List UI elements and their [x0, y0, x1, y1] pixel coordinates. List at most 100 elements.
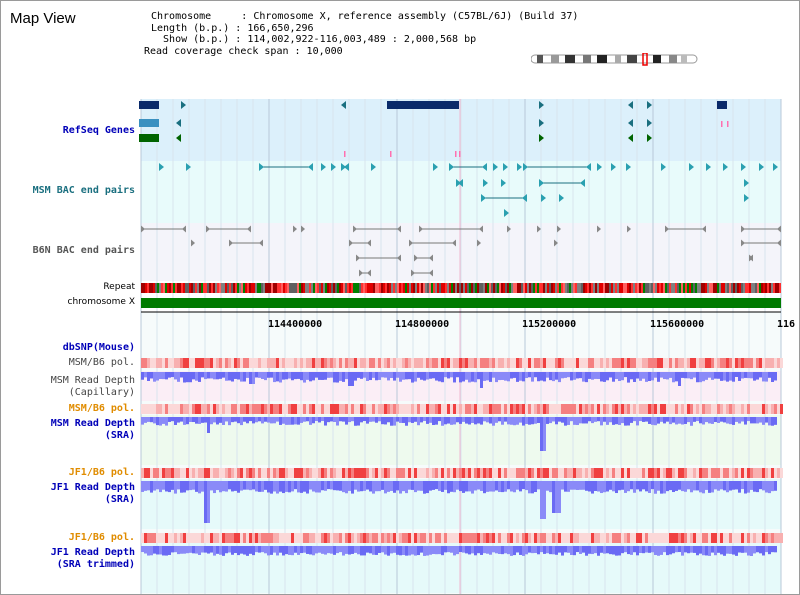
- read-depth-bar: [399, 417, 402, 423]
- polymorphism-cell: [219, 533, 222, 543]
- polymorphism-cell: [645, 404, 648, 414]
- repeat-block: [773, 283, 775, 293]
- read-depth-bar: [702, 372, 705, 382]
- polymorphism-cell: [573, 468, 576, 478]
- polymorphism-cell: [237, 404, 240, 414]
- repeat-block: [483, 283, 485, 293]
- polymorphism-cell: [306, 533, 309, 543]
- read-depth-bar: [678, 546, 681, 553]
- gene-tick: [455, 151, 457, 157]
- gene-strand-arrow: [539, 134, 544, 142]
- chromosome-ideogram[interactable]: [531, 53, 701, 67]
- read-depth-bar: [417, 546, 420, 556]
- polymorphism-cell: [180, 404, 183, 414]
- polymorphism-cell: [681, 468, 684, 478]
- read-depth-bar: [498, 417, 501, 422]
- repeat-block: [459, 283, 461, 293]
- polymorphism-cell: [483, 358, 486, 368]
- read-depth-bar: [483, 417, 486, 422]
- polymorphism-cell: [438, 358, 441, 368]
- read-depth-bar: [723, 546, 726, 556]
- polymorphism-cell: [720, 358, 723, 368]
- read-depth-bar: [261, 546, 264, 553]
- read-depth-bar: [219, 417, 222, 423]
- repeat-block: [691, 283, 693, 293]
- polymorphism-cell: [744, 533, 747, 543]
- read-depth-bar: [558, 481, 561, 513]
- read-depth-bar: [345, 481, 348, 494]
- repeat-block: [169, 283, 171, 293]
- repeat-block: [455, 283, 457, 293]
- read-depth-bar: [738, 372, 741, 381]
- polymorphism-cell: [687, 358, 690, 368]
- read-depth-bar: [345, 417, 348, 425]
- read-depth-bar: [447, 481, 450, 494]
- polymorphism-cell: [591, 404, 594, 414]
- polymorphism-cell: [405, 404, 408, 414]
- polymorphism-cell: [747, 468, 750, 478]
- polymorphism-cell: [615, 404, 618, 414]
- read-depth-bar: [183, 417, 186, 425]
- read-depth-bar: [567, 372, 570, 378]
- read-depth-bar: [309, 546, 312, 555]
- read-depth-bar: [195, 546, 198, 554]
- read-depth-bar: [408, 372, 411, 380]
- read-depth-bar: [252, 546, 255, 556]
- read-depth-bar: [441, 417, 444, 426]
- polymorphism-cell: [432, 358, 435, 368]
- polymorphism-cell: [294, 468, 297, 478]
- repeat-block: [381, 283, 383, 293]
- polymorphism-cell: [660, 468, 663, 478]
- polymorphism-cell: [312, 404, 315, 414]
- polymorphism-cell: [531, 468, 534, 478]
- polymorphism-cell: [711, 358, 714, 368]
- polymorphism-cell: [753, 404, 756, 414]
- read-depth-bar: [561, 372, 564, 379]
- read-depth-bar: [237, 417, 240, 424]
- polymorphism-cell: [279, 533, 282, 543]
- polymorphism-cell: [717, 468, 720, 478]
- polymorphism-cell: [264, 358, 267, 368]
- read-depth-bar: [528, 546, 531, 553]
- repeat-block: [515, 283, 517, 293]
- chromosome-bar: [141, 298, 781, 308]
- read-depth-bar: [645, 481, 648, 492]
- repeat-block: [489, 283, 491, 293]
- polymorphism-cell: [537, 358, 540, 368]
- polymorphism-cell: [759, 404, 762, 414]
- read-depth-bar: [612, 546, 615, 555]
- b6n-bac-end: [356, 254, 360, 262]
- repeat-block: [581, 283, 583, 293]
- polymorphism-cell: [435, 533, 438, 543]
- polymorphism-cell: [465, 533, 468, 543]
- read-depth-bar: [189, 481, 192, 491]
- read-depth-bar: [231, 481, 234, 492]
- polymorphism-cell: [585, 533, 588, 543]
- polymorphism-cell: [768, 468, 771, 478]
- polymorphism-cell: [207, 533, 210, 543]
- read-depth-bar: [732, 372, 735, 382]
- polymorphism-cell: [141, 533, 144, 543]
- polymorphism-cell: [327, 533, 330, 543]
- polymorphism-cell: [543, 533, 546, 543]
- read-depth-bar: [768, 372, 771, 378]
- read-depth-bar: [756, 481, 759, 493]
- read-depth-bar: [291, 546, 294, 556]
- repeat-block: [715, 283, 717, 293]
- repeat-block: [763, 283, 765, 293]
- gene-strand-arrow: [628, 134, 633, 142]
- b6n-bac-end: [301, 225, 305, 233]
- repeat-block: [741, 283, 743, 293]
- read-depth-bar: [342, 417, 345, 422]
- polymorphism-cell: [702, 358, 705, 368]
- read-depth-bar: [660, 546, 663, 555]
- polymorphism-cell: [657, 533, 660, 543]
- polymorphism-cell: [621, 404, 624, 414]
- read-depth-bar: [324, 481, 327, 491]
- read-depth-bar: [759, 417, 762, 423]
- polymorphism-cell: [243, 404, 246, 414]
- read-depth-bar: [231, 372, 234, 382]
- read-depth-bar: [249, 417, 252, 422]
- read-depth-bar: [405, 417, 408, 426]
